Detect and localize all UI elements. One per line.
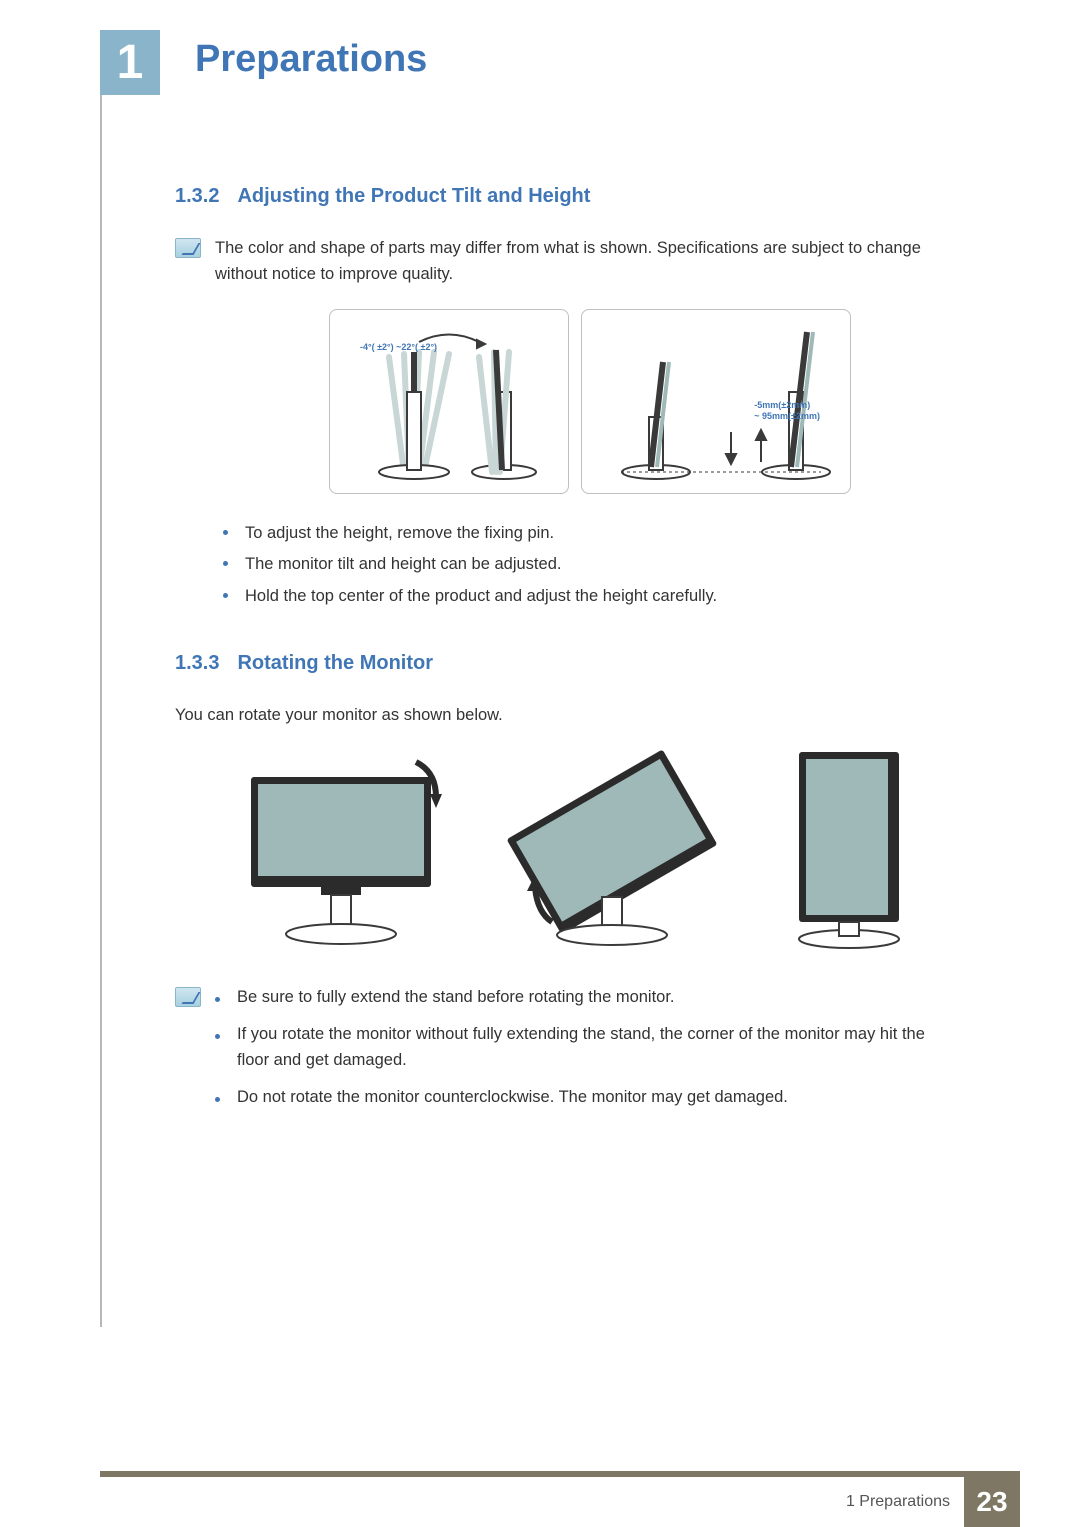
section-number: 1.3.3	[175, 652, 219, 674]
tilt-height-diagram: -4°( ±2°) ~22°( ±2°)	[235, 309, 945, 494]
footer-label: 1 Preparations	[846, 1493, 964, 1511]
page-content: 1.3.2 Adjusting the Product Tilt and Heig…	[175, 185, 945, 1145]
intro-text-133: You can rotate your monitor as shown bel…	[175, 703, 945, 729]
list-item: If you rotate the monitor without fully …	[215, 1022, 945, 1073]
height-diagram-box: -5mm(±2mm) ~ 95mm(±2mm)	[581, 309, 851, 494]
note-icon	[175, 238, 201, 258]
section-heading-133: 1.3.3 Rotating the Monitor	[175, 652, 945, 675]
monitor-rotating	[497, 747, 727, 957]
note-block-133: Be sure to fully extend the stand before…	[175, 985, 945, 1123]
page-footer: 1 Preparations 23	[0, 1471, 1080, 1527]
list-item: To adjust the height, remove the fixing …	[223, 518, 945, 549]
vertical-rule	[100, 30, 102, 1327]
section-title: Rotating the Monitor	[237, 652, 433, 674]
list-item: Be sure to fully extend the stand before…	[215, 985, 945, 1011]
monitor-portrait	[779, 747, 919, 957]
monitor-landscape	[236, 752, 446, 952]
bullets-133: Be sure to fully extend the stand before…	[215, 985, 945, 1123]
list-item: Do not rotate the monitor counterclockwi…	[215, 1085, 945, 1111]
chapter-title: Preparations	[195, 38, 427, 81]
list-item: Hold the top center of the product and a…	[223, 581, 945, 612]
chapter-number-badge: 1	[100, 30, 160, 95]
tilt-diagram-box: -4°( ±2°) ~22°( ±2°)	[329, 309, 569, 494]
section-title: Adjusting the Product Tilt and Height	[237, 185, 590, 207]
section-number: 1.3.2	[175, 185, 219, 207]
bullets-132: To adjust the height, remove the fixing …	[223, 518, 945, 612]
note-text: The color and shape of parts may differ …	[215, 236, 945, 287]
chapter-number: 1	[117, 35, 144, 90]
note-icon	[175, 987, 201, 1007]
height-range-label: -5mm(±2mm) ~ 95mm(±2mm)	[754, 400, 820, 422]
section-heading-132: 1.3.2 Adjusting the Product Tilt and Heig…	[175, 185, 945, 208]
tilt-range-label: -4°( ±2°) ~22°( ±2°)	[360, 342, 437, 352]
note-block-132: The color and shape of parts may differ …	[175, 236, 945, 287]
page-number-badge: 23	[964, 1477, 1020, 1527]
rotation-diagram	[210, 747, 945, 957]
page-number: 23	[976, 1486, 1007, 1518]
list-item: The monitor tilt and height can be adjus…	[223, 549, 945, 580]
